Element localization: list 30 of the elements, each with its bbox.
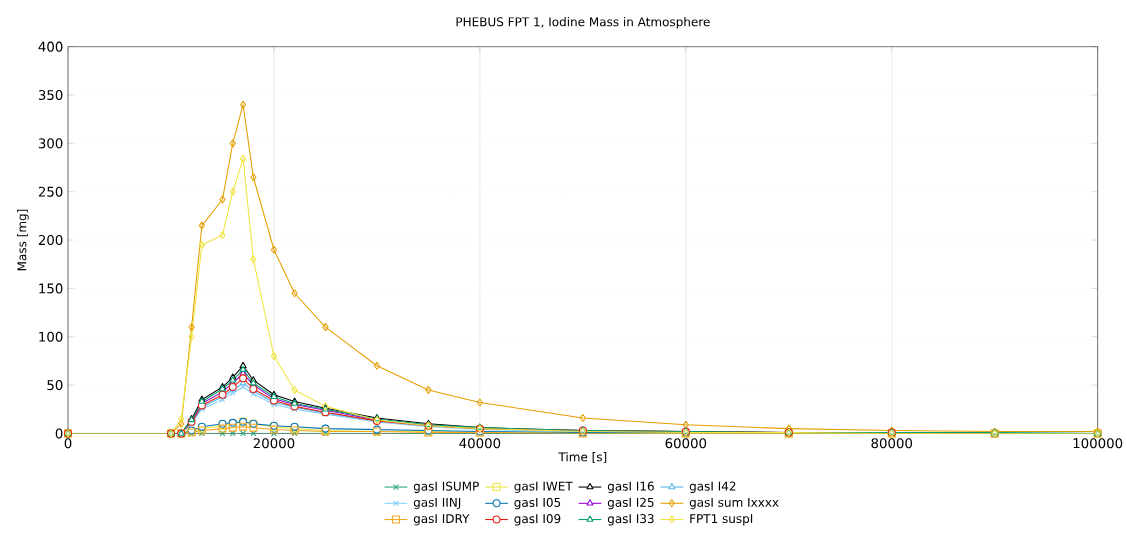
legend-label: gasI I25 [607, 497, 654, 510]
legend-label: gasI sum Ixxxx [689, 497, 779, 509]
y-tick-label: 300 [38, 138, 63, 149]
x-tick-label: 80000 [871, 437, 913, 449]
y-tick-label: 350 [38, 89, 63, 100]
y-tick-label: 150 [39, 283, 63, 294]
y-tick-label: 250 [38, 186, 63, 197]
legend-label: gasI I16 [607, 481, 654, 493]
y-tick-label: 200 [38, 234, 63, 245]
legend-label: gasI IINJ [413, 497, 461, 509]
legend-label: FPT1 suspI [690, 513, 753, 526]
x-tick-label: 20000 [253, 437, 295, 449]
x-tick-label: 100000 [1073, 437, 1123, 449]
legend-label: gasI I09 [514, 513, 561, 526]
legend-label: gasI ISUMP [413, 481, 479, 493]
y-axis-title: Mass [mg] [17, 209, 29, 271]
x-tick-label: 40000 [459, 437, 501, 449]
legend-label: gasI IWET [514, 481, 573, 493]
chart-title: PHEBUS FPT 1, Iodine Mass in Atmosphere [456, 16, 710, 29]
y-tick-label: 400 [38, 41, 63, 52]
legend-label: gasI I33 [607, 513, 654, 526]
x-tick-label: 0 [64, 437, 72, 449]
y-tick-label: 0 [55, 428, 63, 439]
legend-label: gasI I05 [514, 497, 561, 510]
x-axis-title: Time [s] [558, 451, 607, 463]
y-tick-label: 100 [39, 331, 63, 342]
x-tick-label: 60000 [665, 437, 707, 449]
legend-label: gasI I42 [689, 481, 736, 493]
legend-label: gasI IDRY [413, 513, 470, 526]
y-tick-label: 50 [47, 379, 63, 390]
